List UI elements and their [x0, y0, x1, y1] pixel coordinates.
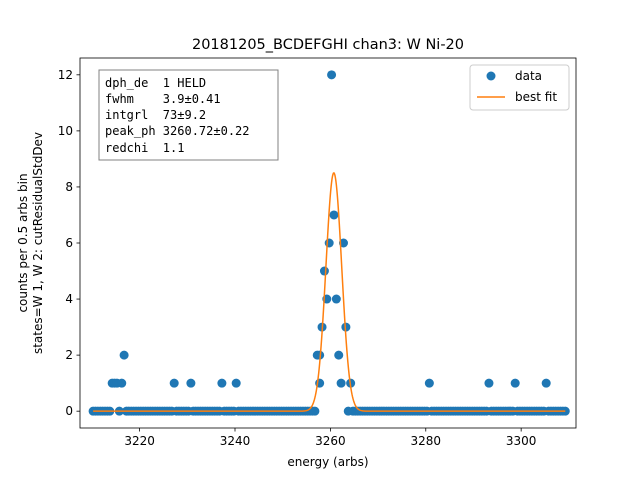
legend-label-best-fit: best fit [515, 90, 557, 104]
y-tick-label: 4 [65, 292, 73, 306]
data-point [324, 238, 334, 248]
x-tick-label: 3240 [220, 434, 251, 448]
data-point [169, 378, 179, 388]
data-point [310, 406, 320, 416]
fit-param-peak-ph: peak_ph 3260.72±0.22 [105, 124, 250, 138]
x-tick-label: 3220 [124, 434, 155, 448]
data-point [319, 266, 329, 276]
chart-title: 20181205_BCDEFGHI chan3: W Ni-20 [192, 37, 464, 53]
fit-param-redchi: redchi 1.1 [105, 141, 184, 155]
data-point [510, 378, 520, 388]
data-point [117, 378, 127, 388]
x-axis: 3220 3240 3260 3280 3300 [124, 428, 536, 448]
fit-param-fwhm: fwhm 3.9±0.41 [105, 92, 221, 106]
y-tick-label: 0 [65, 404, 73, 418]
x-axis-label: energy (arbs) [287, 455, 368, 469]
y-tick-label: 8 [65, 180, 73, 194]
y-tick-label: 6 [65, 236, 73, 250]
y-axis-label-line-1: counts per 0.5 arbs bin [16, 173, 30, 312]
y-tick-label: 2 [65, 348, 73, 362]
fit-param-intgrl: intgrl 73±9.2 [105, 108, 206, 122]
data-point [424, 378, 434, 388]
y-axis-label-line-2: states=W 1, W 2: cutResidualStdDev [31, 132, 45, 354]
x-tick-label: 3300 [506, 434, 537, 448]
data-point [329, 210, 339, 220]
best-fit-line [93, 172, 566, 412]
data-point [119, 350, 129, 360]
series-layer [88, 70, 570, 416]
fit-parameters-box: dph_de 1 HELD fwhm 3.9±0.41 intgrl 73±9.… [98, 69, 279, 161]
y-axis-label: counts per 0.5 arbs bin states=W 1, W 2:… [16, 132, 45, 354]
x-tick-label: 3280 [410, 434, 441, 448]
fit-param-dph-de: dph_de 1 HELD [105, 76, 206, 90]
data-point [327, 70, 337, 80]
y-tick-label: 10 [58, 124, 73, 138]
fit-parameters-frame [98, 69, 279, 161]
legend-label-data: data [515, 69, 542, 83]
legend: data best fit [469, 64, 570, 111]
legend-marker-data [486, 71, 496, 81]
data-point [336, 378, 346, 388]
data-point [334, 350, 344, 360]
y-tick-label: 12 [58, 68, 73, 82]
data-point [541, 378, 551, 388]
data-point [217, 378, 227, 388]
data-point [331, 294, 341, 304]
data-point [186, 378, 196, 388]
data-point [484, 378, 494, 388]
x-tick-label: 3260 [315, 434, 346, 448]
y-axis: 0 2 4 6 8 10 12 [58, 68, 80, 418]
data-point [231, 378, 241, 388]
